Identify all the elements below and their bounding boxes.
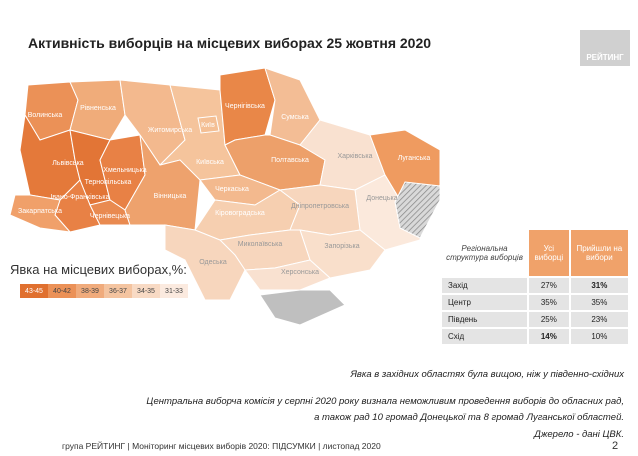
legend-item: 36-37: [104, 284, 132, 298]
region-label: Одеська: [199, 259, 227, 266]
cell: 27%: [528, 278, 569, 293]
header-cell: Регіональна структура виборців: [442, 230, 527, 276]
note-source: Джерело - дані ЦВК.: [534, 429, 624, 440]
legend-title: Явка на місцевих виборах,%:: [10, 262, 187, 277]
region-label: Харківська: [338, 152, 373, 160]
table-row: Центр 35% 35%: [442, 295, 628, 310]
region-label: Полтавська: [271, 157, 309, 164]
slide-title: Активність виборців на місцевих виборах …: [28, 35, 432, 51]
region-label: Херсонська: [281, 269, 319, 276]
cell: 23%: [570, 312, 628, 327]
header-cell: Усі виборці: [528, 230, 569, 276]
region: [244, 259, 331, 291]
table-header: Регіональна структура виборців Усі вибор…: [442, 230, 628, 276]
region-label: Хмельницька: [103, 167, 147, 174]
header-cell: Прийшли на вибори: [570, 230, 628, 276]
region: [9, 194, 72, 233]
region-label: Запорізька: [324, 242, 359, 250]
cell: 10%: [570, 329, 628, 344]
region-label: Дніпропетровська: [291, 202, 349, 210]
region-label: Закарпатська: [18, 208, 62, 215]
cell: 35%: [570, 295, 628, 310]
region: [197, 115, 220, 134]
region-label: Волинська: [28, 112, 63, 119]
crimea: [259, 289, 346, 326]
region-label: Черкаська: [215, 186, 249, 193]
structure-table: Регіональна структура виборців Усі вибор…: [440, 228, 630, 346]
cell: 31%: [570, 278, 628, 293]
occupied-area: [394, 181, 441, 239]
region-label: Чернігівська: [225, 102, 265, 110]
cell: 35%: [528, 295, 569, 310]
map: Волинська Рівненська Львівська Тернопіль…: [9, 67, 441, 326]
legend-item: 38-39: [76, 284, 104, 298]
page-number: 2: [612, 440, 619, 452]
region-label: Рівненська: [80, 104, 116, 112]
legend: 43-45 40-42 38-39 36-37 34-35 31-33: [20, 284, 188, 298]
cell: Захід: [442, 278, 527, 293]
legend-item: 40-42: [48, 284, 76, 298]
note-line: а також рад 10 громад Донецької та 8 гро…: [314, 412, 624, 423]
region-label: Чернівецька: [90, 212, 130, 220]
region-label: Вінницька: [154, 192, 187, 200]
legend-item: 31-33: [160, 284, 188, 298]
cell: Південь: [442, 312, 527, 327]
note-highlight: Явка в західних областях була вищою, ніж…: [350, 369, 624, 380]
region-label: Львівська: [52, 159, 84, 167]
region-label: Миколаївська: [238, 241, 283, 248]
region-label: Донецька: [366, 195, 397, 202]
legend-item: 43-45: [20, 284, 48, 298]
region-label: Київська: [196, 159, 224, 166]
table-row: Схід 14% 10%: [442, 329, 628, 344]
table-row: Південь 25% 23%: [442, 312, 628, 327]
region-label: Київ: [201, 122, 215, 129]
table-row: Захід 27% 31%: [442, 278, 628, 293]
region-label: Тернопільська: [85, 178, 132, 186]
region: [164, 224, 246, 301]
footer: група РЕЙТИНГ | Моніторинг місцевих вибо…: [62, 441, 381, 451]
region-label: Сумська: [281, 114, 309, 121]
cell: 25%: [528, 312, 569, 327]
region-label: Луганська: [398, 155, 431, 162]
legend-item: 34-35: [132, 284, 160, 298]
region-label: Житомирська: [148, 127, 192, 134]
region-label: Кіровоградська: [215, 209, 265, 217]
region-label: Івано-Франківська: [50, 193, 109, 201]
cell: Центр: [442, 295, 527, 310]
note-line: Центральна виборча комісія у серпні 2020…: [146, 396, 624, 407]
cell: 14%: [528, 329, 569, 344]
logo: РЕЙТИНГ: [580, 30, 630, 66]
cell: Схід: [442, 329, 527, 344]
